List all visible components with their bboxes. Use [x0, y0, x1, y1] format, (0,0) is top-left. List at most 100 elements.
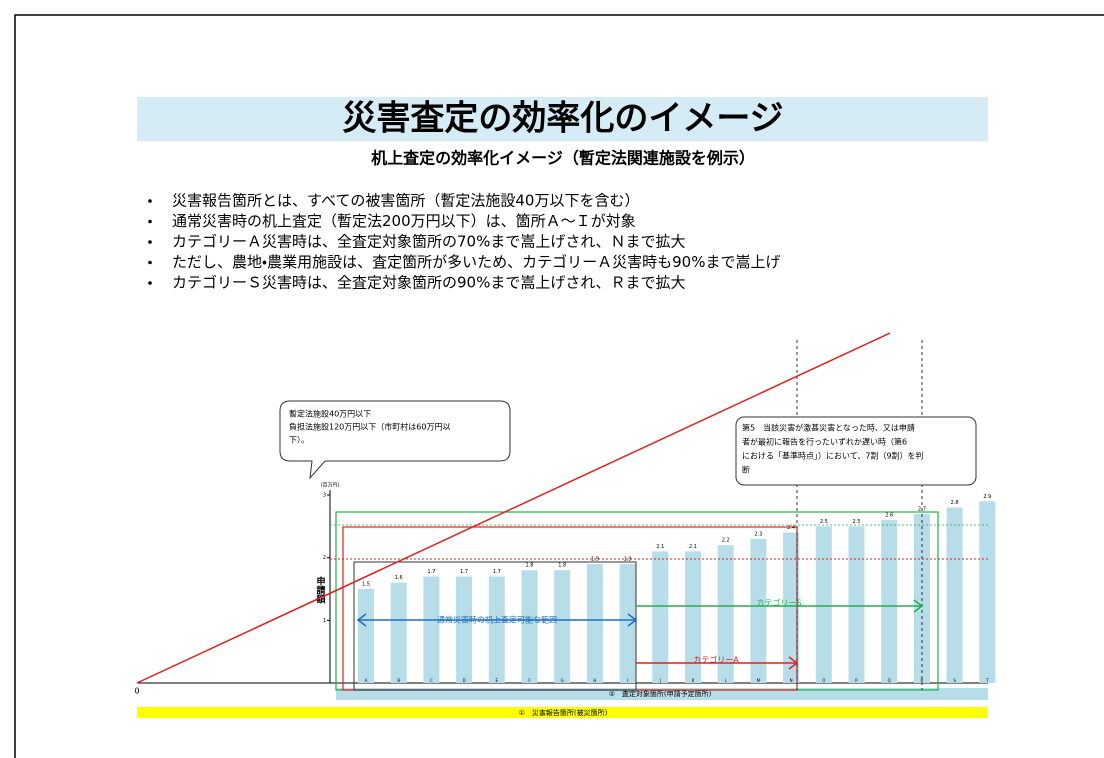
x-tick-label: P	[855, 678, 858, 683]
bar	[946, 507, 963, 683]
bar	[979, 501, 996, 683]
value-label: 1.8	[558, 563, 566, 569]
bar	[685, 551, 701, 683]
bar	[881, 520, 898, 683]
bullet-list: 災害報告箇所とは、すべての被害箇所（暫定法施設40万以下を含む） 通常災害時の机上…	[148, 192, 780, 292]
x-tick-label: C	[430, 678, 433, 683]
value-label: 1.5	[362, 582, 370, 588]
bar	[521, 570, 538, 683]
value-label: 1.7	[460, 569, 468, 575]
bar	[423, 576, 440, 683]
category-s-arrow-head	[913, 599, 924, 613]
normal-label: 通常災害時の机上査定可能な範囲	[437, 615, 557, 625]
bullet-dot	[148, 240, 152, 244]
x-tick-label: N	[790, 678, 793, 683]
bar	[358, 589, 374, 683]
category-a-arrow-head	[788, 656, 799, 670]
x-tick-label: M	[757, 678, 761, 683]
value-label: 2.4	[787, 525, 795, 531]
callout-right-text: 断	[742, 465, 750, 475]
x-tick-label: G	[561, 678, 564, 683]
callout-left-text: 暫定法施設40万円以下	[289, 409, 371, 419]
x-tick-label: H	[593, 678, 596, 683]
target-band	[336, 688, 988, 700]
value-label: 2.3	[754, 531, 762, 537]
x-tick-label: S	[953, 678, 956, 683]
x-tick-label: L	[725, 678, 728, 683]
value-label: 1.7	[493, 569, 501, 575]
y-tick-label: 3	[323, 493, 326, 499]
x-tick-label: Q	[888, 678, 891, 683]
target-band-label: ② 査定対象箇所(申請予定箇所)	[609, 689, 712, 698]
chart: ② 査定対象箇所(申請予定箇所) ① 災害報告箇所(被災箇所) (百万円) 申請額 0 1…	[134, 332, 996, 718]
bar	[619, 563, 636, 683]
bar	[586, 563, 603, 683]
report-band	[137, 707, 988, 718]
y-unit: (百万円)	[321, 483, 340, 489]
bar	[456, 576, 473, 683]
title: 災害査定の効率化のイメージ	[342, 99, 783, 139]
bar	[390, 582, 407, 683]
value-label: 1.8	[526, 563, 534, 569]
x-tick-label: I	[627, 678, 628, 683]
x-tick-label: D	[463, 678, 466, 683]
bullet-text: カテゴリーＳ災害時は、全査定対象箇所の90%まで嵩上げされ、Ｒまで拡大	[172, 274, 686, 292]
y-axis-label: 申請額	[315, 575, 327, 604]
bar	[652, 551, 669, 683]
bullet-text: ただし、農地・農業用施設は、査定箇所が多いため、カテゴリーＡ災害時も90%まで嵩…	[172, 253, 780, 271]
callout-right-text: 者が最初に報告を行ったいずれか遅い時（第6	[742, 437, 907, 447]
x-tick-label: B	[397, 678, 400, 683]
y-tick-label: 0	[134, 687, 139, 696]
y-tick-label: 1	[323, 618, 326, 624]
value-label: 2.2	[722, 538, 730, 544]
subtitle: 机上査定の効率化イメージ（暫定法関連施設を例示）	[371, 149, 755, 168]
bar	[783, 532, 800, 683]
bullet-dot	[148, 281, 152, 285]
value-label: 2.9	[983, 494, 991, 500]
title-band	[137, 97, 988, 141]
bar	[488, 576, 505, 683]
x-tick-label: F	[528, 678, 531, 683]
x-tick-label: R	[921, 678, 924, 683]
value-label: 1.6	[395, 575, 403, 581]
normal-arrow-tail	[356, 613, 367, 627]
x-tick-label: E	[496, 678, 499, 683]
diagonal-line	[136, 332, 891, 684]
value-label: 2.1	[689, 544, 697, 550]
value-label: 2.6	[885, 513, 893, 519]
bar	[815, 526, 832, 683]
normal-box	[353, 561, 637, 691]
bar	[750, 538, 767, 683]
bullet-text: 災害報告箇所とは、すべての被害箇所（暫定法施設40万以下を含む）	[172, 192, 639, 210]
callout-left-text: 下）。	[289, 436, 309, 445]
x-tick-label: A	[365, 678, 368, 683]
bullet-text: カテゴリーＡ災害時は、全査定対象箇所の70%まで嵩上げされ、Ｎまで拡大	[172, 233, 686, 251]
value-label: 2.5	[853, 519, 861, 525]
value-label: 2.8	[951, 500, 959, 506]
bullet-text: 通常災害時の机上査定（暫定法200万円以下）は、箇所Ａ～Ｉが対象	[172, 212, 636, 230]
bullet-dot	[148, 199, 152, 203]
x-tick-label: J	[659, 678, 661, 683]
category-a-label: カテゴリーA	[693, 655, 739, 665]
callout-right-text: における「基準時点」）において、7割（9割）を判	[742, 451, 924, 461]
bullet-dot	[148, 219, 152, 224]
value-label: 2.5	[820, 519, 828, 525]
callout-right-text: 第5 当該災害が激甚災害となった時、又は申請	[742, 423, 915, 433]
bar	[554, 570, 571, 683]
category-s-label: カテゴリーS	[756, 598, 801, 608]
callout-right	[735, 416, 977, 486]
bar	[717, 545, 734, 683]
callout-left-text: 負担法施設120万円以下（市町村は60万円以	[289, 422, 450, 432]
report-band-label: ① 災害報告箇所(被災箇所)	[519, 708, 608, 717]
x-tick-label: O	[822, 678, 825, 683]
x-tick-label: T	[985, 678, 989, 683]
bullet-dot	[148, 260, 152, 265]
bar	[848, 526, 865, 683]
normal-arrow-head	[627, 613, 638, 627]
value-label: 1.7	[427, 569, 435, 575]
y-tick-label: 2	[323, 555, 326, 561]
callout-left	[279, 400, 511, 480]
x-tick-label: K	[692, 678, 695, 683]
